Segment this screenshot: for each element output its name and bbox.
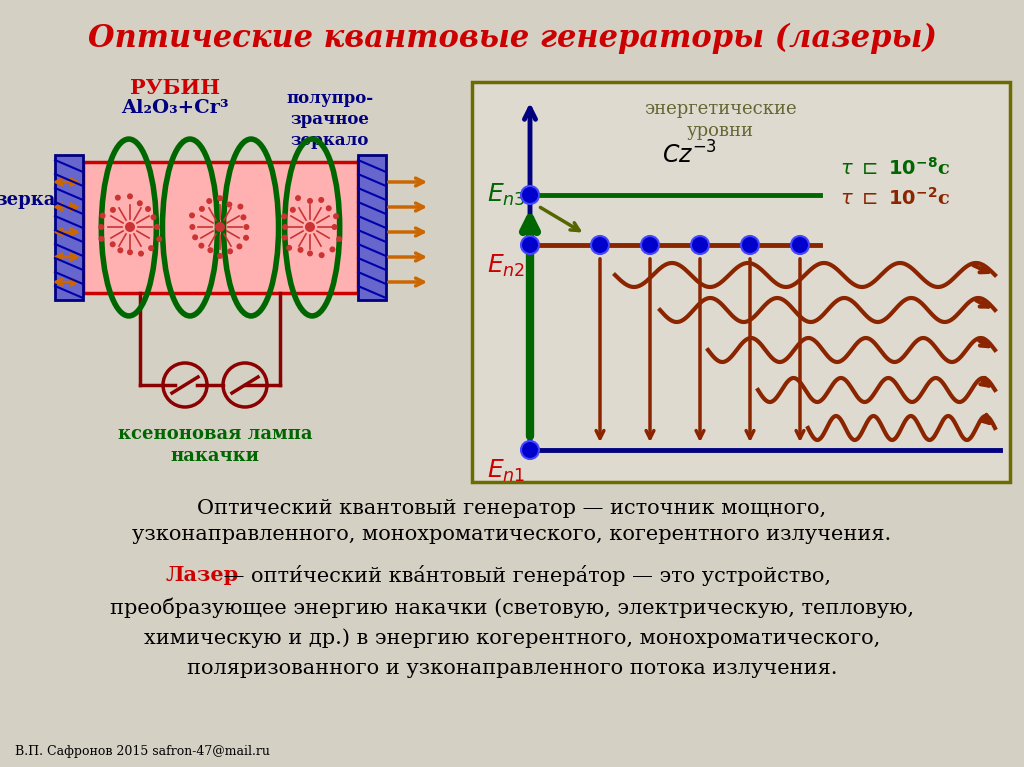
Circle shape	[244, 224, 250, 230]
Text: энергетические
уровни: энергетические уровни	[644, 100, 797, 140]
FancyBboxPatch shape	[472, 82, 1010, 482]
Circle shape	[110, 207, 116, 213]
Circle shape	[193, 234, 198, 240]
Text: Оптические квантовые генераторы (лазеры): Оптические квантовые генераторы (лазеры)	[88, 22, 936, 54]
Text: химическую и др.) в энергию когерентного, монохроматического,: химическую и др.) в энергию когерентного…	[144, 628, 880, 648]
Text: В.П. Сафронов 2015 safron-47@mail.ru: В.П. Сафронов 2015 safron-47@mail.ru	[15, 746, 270, 759]
Circle shape	[641, 236, 659, 254]
Text: — опти́ческий ква́нтовый генера́тор — это устройство,: — опти́ческий ква́нтовый генера́тор — эт…	[217, 565, 831, 585]
Text: $\tau\ \sqsubset\ \mathbf{10^{-2}}$с: $\tau\ \sqsubset\ \mathbf{10^{-2}}$с	[840, 187, 950, 209]
Circle shape	[145, 206, 151, 212]
Circle shape	[217, 253, 223, 259]
Circle shape	[241, 214, 247, 220]
Circle shape	[110, 242, 116, 247]
Circle shape	[151, 214, 157, 220]
Circle shape	[199, 242, 205, 249]
Circle shape	[137, 200, 142, 206]
Text: Оптический квантовый генератор — источник мощного,: Оптический квантовый генератор — источни…	[198, 499, 826, 518]
Circle shape	[115, 195, 121, 201]
Circle shape	[127, 249, 133, 255]
Circle shape	[125, 222, 135, 232]
Circle shape	[226, 202, 232, 208]
Circle shape	[118, 247, 123, 253]
Circle shape	[189, 224, 196, 230]
Text: $\mathit{E}_{n2}$: $\mathit{E}_{n2}$	[487, 253, 525, 279]
Circle shape	[282, 235, 288, 241]
Circle shape	[521, 186, 539, 204]
Circle shape	[157, 236, 162, 242]
Circle shape	[227, 249, 233, 255]
Circle shape	[148, 245, 154, 251]
Circle shape	[333, 213, 339, 219]
Circle shape	[307, 251, 313, 256]
Circle shape	[98, 224, 104, 230]
Text: Al₂O₃+Cr³: Al₂O₃+Cr³	[121, 99, 228, 117]
Circle shape	[243, 235, 249, 241]
Circle shape	[98, 235, 104, 242]
Circle shape	[332, 224, 338, 230]
Circle shape	[336, 236, 342, 242]
Text: ксеноновая лампа
накачки: ксеноновая лампа накачки	[118, 425, 312, 466]
Circle shape	[199, 206, 205, 212]
Circle shape	[521, 236, 539, 254]
Text: $\mathit{E}_{n3}$: $\mathit{E}_{n3}$	[487, 182, 525, 208]
Circle shape	[154, 224, 160, 230]
Text: преобразующее энергию накачки (световую, электрическую, тепловую,: преобразующее энергию накачки (световую,…	[110, 597, 914, 618]
Circle shape	[138, 251, 144, 257]
Text: Лазер: Лазер	[165, 565, 239, 585]
Text: $Cz^{-3}$: $Cz^{-3}$	[663, 141, 718, 169]
Text: РУБИН: РУБИН	[130, 78, 220, 98]
Circle shape	[286, 245, 292, 251]
Circle shape	[127, 193, 133, 199]
Circle shape	[290, 207, 296, 212]
Circle shape	[99, 212, 105, 219]
Circle shape	[318, 252, 325, 258]
Circle shape	[237, 243, 243, 249]
Text: полупро-
зрачное
зеркало: полупро- зрачное зеркало	[287, 90, 374, 149]
Circle shape	[305, 222, 315, 232]
Circle shape	[215, 222, 225, 232]
Circle shape	[206, 198, 212, 204]
Circle shape	[741, 236, 759, 254]
Circle shape	[189, 212, 195, 219]
Text: $\mathit{E}_{n1}$: $\mathit{E}_{n1}$	[487, 458, 525, 484]
FancyBboxPatch shape	[83, 162, 358, 293]
Circle shape	[282, 213, 287, 219]
Circle shape	[307, 198, 313, 204]
Text: зеркало: зеркало	[0, 191, 81, 209]
Text: поляризованного и узконаправленного потока излучения.: поляризованного и узконаправленного пото…	[186, 659, 838, 677]
Text: узконаправленного, монохроматического, когерентного излучения.: узконаправленного, монохроматического, к…	[132, 525, 892, 545]
Circle shape	[298, 247, 303, 253]
Circle shape	[217, 196, 223, 201]
Circle shape	[318, 197, 325, 203]
Circle shape	[295, 195, 301, 201]
FancyBboxPatch shape	[358, 155, 386, 300]
Circle shape	[282, 224, 288, 230]
Circle shape	[591, 236, 609, 254]
Text: $\tau\ \sqsubset\ \mathbf{10^{-8}}$с: $\tau\ \sqsubset\ \mathbf{10^{-8}}$с	[840, 157, 950, 179]
FancyBboxPatch shape	[55, 155, 83, 300]
Circle shape	[691, 236, 709, 254]
Circle shape	[791, 236, 809, 254]
Circle shape	[326, 206, 332, 211]
Circle shape	[208, 247, 213, 253]
Circle shape	[238, 203, 244, 209]
Circle shape	[521, 441, 539, 459]
Circle shape	[330, 246, 336, 252]
